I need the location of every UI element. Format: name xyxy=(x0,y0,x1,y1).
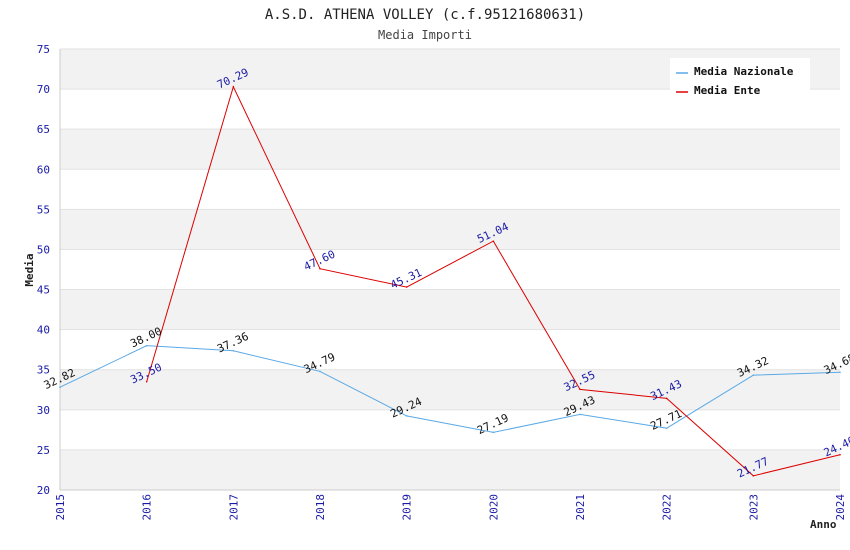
x-tick-label: 2019 xyxy=(401,494,414,521)
x-tick-label: 2015 xyxy=(54,494,67,521)
y-tick-label: 40 xyxy=(37,324,50,337)
data-point xyxy=(752,374,755,376)
y-tick-label: 60 xyxy=(37,163,50,176)
y-tick-label: 50 xyxy=(37,243,50,256)
x-tick-label: 2022 xyxy=(661,494,674,521)
data-label: 47.60 xyxy=(302,248,338,274)
data-point xyxy=(839,371,841,374)
x-tick-label: 2018 xyxy=(314,494,327,521)
x-tick-label: 2020 xyxy=(487,494,500,521)
legend-label-ente: Media Ente xyxy=(694,84,761,97)
x-tick-labels: 2015 2016 2017 2018 2019 2020 2021 2022 2023 2024 xyxy=(54,494,847,521)
data-point xyxy=(752,475,755,477)
data-point xyxy=(232,350,235,352)
data-point xyxy=(145,344,148,347)
x-tick-label: 2024 xyxy=(834,494,847,521)
series-lines xyxy=(59,85,841,477)
plot-band xyxy=(60,369,840,410)
data-point xyxy=(839,453,841,456)
data-point xyxy=(319,267,321,270)
data-point xyxy=(232,85,235,88)
data-label: 27.71 xyxy=(648,407,684,433)
x-tick-label: 2016 xyxy=(141,494,154,521)
y-tick-label: 20 xyxy=(37,484,50,497)
legend: Media Nazionale Media Ente xyxy=(670,58,810,102)
legend-label-nazionale: Media Nazionale xyxy=(694,65,794,78)
data-label: 37.36 xyxy=(215,330,251,356)
y-tick-label: 30 xyxy=(37,404,50,417)
y-tick-label: 35 xyxy=(37,364,50,377)
y-tick-labels: 20 25 30 35 40 45 50 55 60 65 70 75 xyxy=(37,43,50,497)
chart-subtitle: Media Importi xyxy=(378,28,472,42)
plot-band xyxy=(60,449,840,490)
data-point xyxy=(405,415,408,417)
y-tick-label: 25 xyxy=(37,444,50,457)
chart-title: A.S.D. ATHENA VOLLEY (c.f.95121680631) xyxy=(265,7,585,23)
y-tick-label: 75 xyxy=(37,43,50,56)
data-point xyxy=(492,431,495,434)
data-point xyxy=(579,413,581,416)
data-point xyxy=(319,370,321,373)
data-point xyxy=(405,286,408,288)
data-point xyxy=(145,380,148,383)
y-tick-label: 70 xyxy=(37,83,50,96)
x-tick-label: 2023 xyxy=(747,494,760,521)
plot-band xyxy=(60,129,840,170)
data-point xyxy=(492,240,495,242)
x-axis-label: Anno xyxy=(810,518,837,531)
plot-band xyxy=(60,209,840,250)
series-line-nazionale xyxy=(59,345,841,433)
data-point xyxy=(579,388,581,391)
data-point xyxy=(665,397,668,400)
x-tick-label: 2017 xyxy=(227,494,240,521)
data-point xyxy=(59,386,61,389)
data-label: 45.31 xyxy=(388,266,424,292)
y-tick-label: 55 xyxy=(37,203,50,216)
x-tick-label: 2021 xyxy=(574,494,587,521)
data-label: 27.19 xyxy=(475,411,511,437)
y-tick-label: 65 xyxy=(37,123,50,136)
plot-band xyxy=(60,289,840,330)
y-tick-label: 45 xyxy=(37,284,50,297)
data-point xyxy=(665,427,668,429)
y-axis-label: Media xyxy=(23,253,36,286)
legend-box xyxy=(670,58,810,102)
